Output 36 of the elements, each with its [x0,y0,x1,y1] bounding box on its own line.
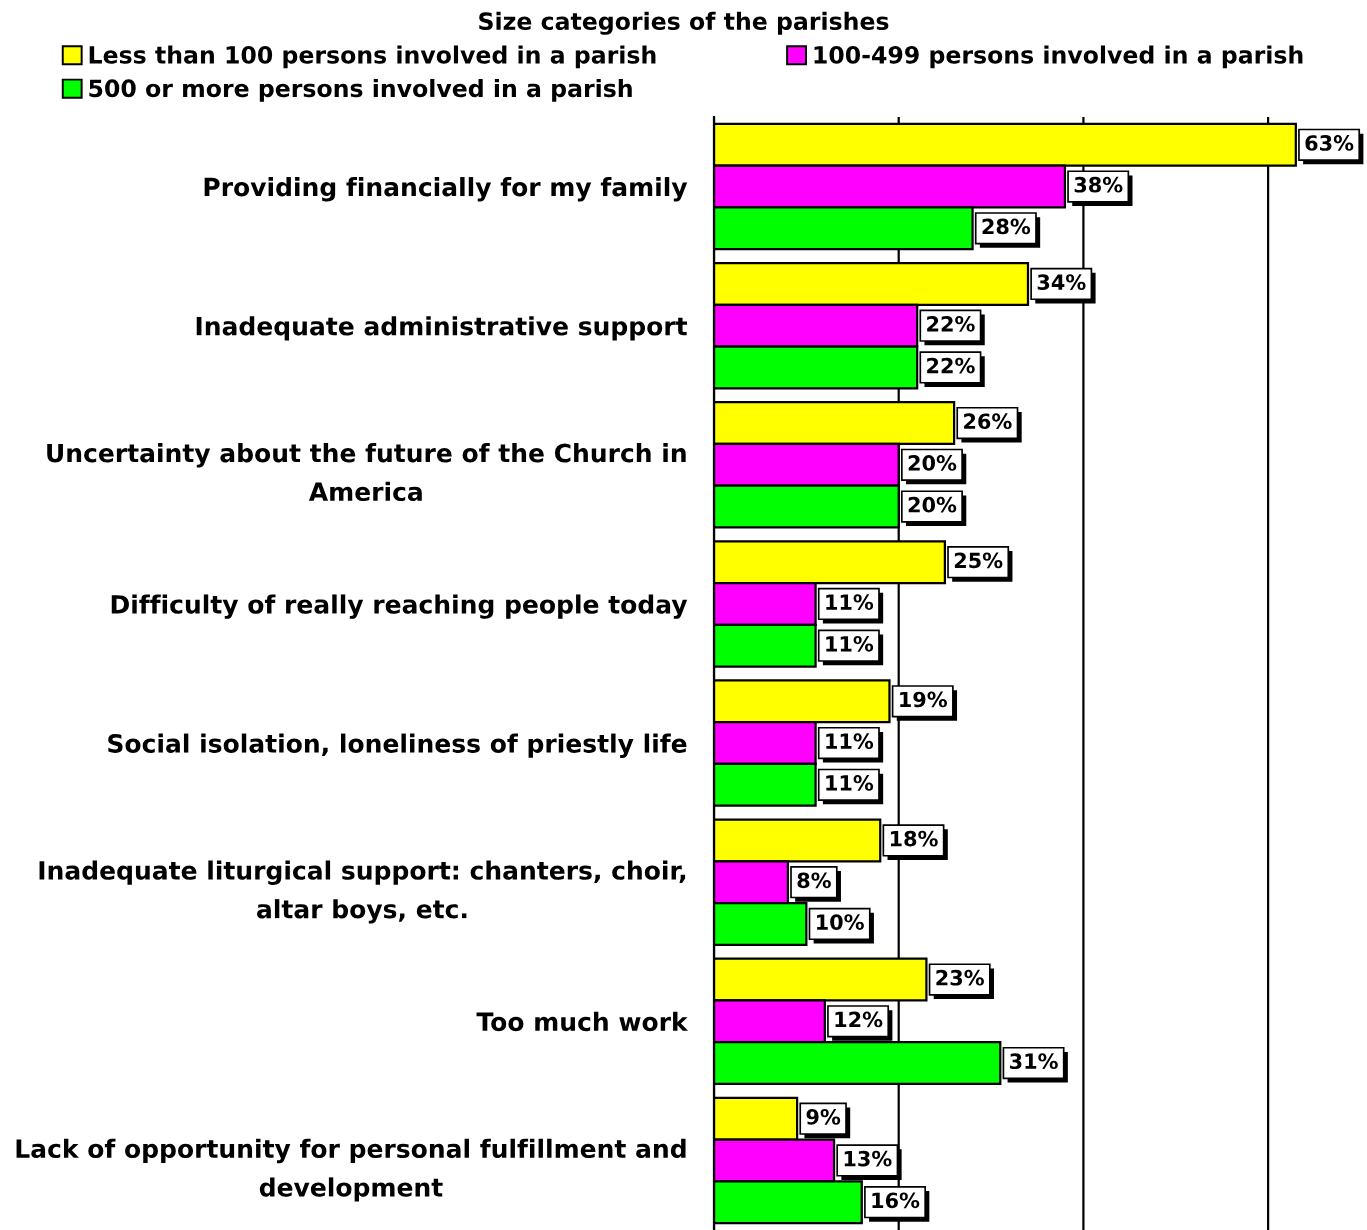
data-label: 28% [982,218,1031,235]
y-tick-label: Lack of opportunity for personal fulfillment and development [16,1138,686,1202]
data-label: 31% [1010,1053,1058,1070]
data-label: 11% [826,635,874,652]
data-label: 20% [908,496,957,513]
data-label: 63% [1305,135,1354,151]
y-tick-label: Difficulty of really reaching people today [111,594,688,619]
data-label: 22% [927,357,975,374]
data-label: 10% [817,914,864,930]
legend-label: 500 or more persons involved in a parish [89,78,632,102]
data-label: 11% [826,733,874,750]
y-tick-label: Too much work [476,1011,689,1032]
legend-title: Size categories of the parishes [479,11,889,35]
y-tick-label: Social isolation, loneliness of priestly life [108,733,687,758]
data-label: 11% [826,775,874,791]
legend-label: Less than 100 persons involved in a parish [89,45,656,69]
legend-label: 100-499 persons involved in a parish [814,45,1303,69]
data-label: 26% [964,413,1012,430]
data-label: 25% [954,552,1003,569]
data-label: 38% [1074,176,1123,193]
y-tick-label: Providing financially for my family [204,177,688,202]
data-label: 16% [872,1192,920,1209]
data-label: 18% [890,830,938,847]
y-tick-label: Inadequate liturgical support: chanters, choir, altar boys, etc. [39,860,686,924]
data-label: 23% [936,969,984,986]
data-label: 8% [797,872,831,889]
data-label: 13% [844,1150,892,1167]
data-label: 19% [900,691,948,708]
data-label: 11% [826,594,874,610]
data-label: 12% [835,1011,883,1028]
y-tick-label: Uncertainty about the future of the Church in America [47,443,686,502]
data-label: 34% [1037,274,1086,290]
data-label: 20% [908,455,957,471]
data-label: 9% [806,1108,841,1125]
y-tick-label: Inadequate administrative support [196,316,688,341]
data-label: 22% [927,315,975,332]
